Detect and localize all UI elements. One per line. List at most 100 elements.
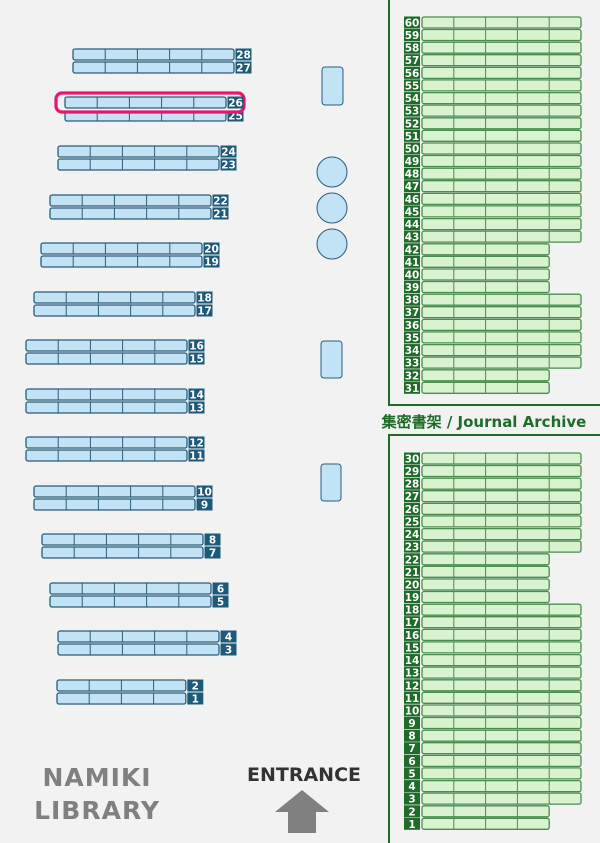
shelf-42[interactable]: 42 xyxy=(404,243,550,256)
shelf-19[interactable]: 19 xyxy=(40,255,220,269)
shelf-22[interactable]: 22 xyxy=(404,553,550,566)
shelf-number-badge xyxy=(404,293,420,306)
shelf-1[interactable]: 1 xyxy=(56,692,204,706)
shelf-number-badge xyxy=(404,780,420,793)
shelf-26[interactable]: 26 xyxy=(64,96,244,110)
shelf-15[interactable]: 15 xyxy=(25,352,205,366)
shelf-16[interactable]: 16 xyxy=(404,628,582,642)
shelf-4[interactable]: 4 xyxy=(404,779,582,793)
shelf-number: 42 xyxy=(405,244,420,256)
shelf-30[interactable]: 30 xyxy=(404,452,582,466)
shelf-9[interactable]: 9 xyxy=(404,716,582,730)
shelf-26[interactable]: 26 xyxy=(404,502,582,516)
shelf-44[interactable]: 44 xyxy=(404,217,582,231)
shelf-number-badge xyxy=(404,16,420,29)
shelf-56[interactable]: 56 xyxy=(404,66,582,80)
shelf-17[interactable]: 17 xyxy=(33,304,213,318)
shelf-24[interactable]: 24 xyxy=(57,145,237,159)
shelf-18[interactable]: 18 xyxy=(33,291,213,305)
shelf-45[interactable]: 45 xyxy=(404,205,582,218)
shelf-36[interactable]: 36 xyxy=(404,318,582,332)
shelf-53[interactable]: 53 xyxy=(404,104,582,118)
shelf-32[interactable]: 32 xyxy=(404,369,550,382)
shelf-50[interactable]: 50 xyxy=(404,142,582,156)
shelf-55[interactable]: 55 xyxy=(404,79,582,92)
shelf-37[interactable]: 37 xyxy=(404,306,582,319)
shelf-8[interactable]: 8 xyxy=(41,533,221,547)
shelf-number: 5 xyxy=(408,768,415,780)
shelf-10[interactable]: 10 xyxy=(33,485,213,499)
shelf-body xyxy=(421,117,582,130)
shelf-28[interactable]: 28 xyxy=(404,477,582,491)
shelf-15[interactable]: 15 xyxy=(404,641,582,654)
shelf-40[interactable]: 40 xyxy=(404,268,550,282)
shelf-51[interactable]: 51 xyxy=(404,129,582,143)
shelf-5[interactable]: 5 xyxy=(404,767,582,780)
shelf-29[interactable]: 29 xyxy=(404,464,582,478)
shelf-34[interactable]: 34 xyxy=(404,343,582,357)
shelf-9[interactable]: 9 xyxy=(33,498,213,512)
shelf-22[interactable]: 22 xyxy=(49,194,229,208)
shelf-12[interactable]: 12 xyxy=(25,436,205,450)
library-title-line2: LIBRARY xyxy=(34,796,160,825)
shelf-28[interactable]: 28 xyxy=(72,48,252,62)
shelf-6[interactable]: 6 xyxy=(404,754,582,768)
shelf-19[interactable]: 19 xyxy=(404,590,550,604)
shelf-49[interactable]: 49 xyxy=(404,154,582,168)
shelf-body xyxy=(57,630,220,643)
shelf-23[interactable]: 23 xyxy=(57,158,237,172)
shelf-13[interactable]: 13 xyxy=(404,666,582,680)
shelf-18[interactable]: 18 xyxy=(404,603,582,617)
shelf-6[interactable]: 6 xyxy=(49,582,229,596)
shelf-41[interactable]: 41 xyxy=(404,255,550,269)
shelf-11[interactable]: 11 xyxy=(404,691,582,705)
shelf-11[interactable]: 11 xyxy=(25,449,205,463)
shelf-39[interactable]: 39 xyxy=(404,280,550,294)
shelf-21[interactable]: 21 xyxy=(404,565,550,579)
shelf-13[interactable]: 13 xyxy=(25,401,205,415)
shelf-12[interactable]: 12 xyxy=(404,679,582,692)
shelf-1[interactable]: 1 xyxy=(404,817,550,831)
shelf-3[interactable]: 3 xyxy=(404,792,582,806)
shelf-57[interactable]: 57 xyxy=(404,54,582,67)
shelf-23[interactable]: 23 xyxy=(404,540,582,554)
shelf-38[interactable]: 38 xyxy=(404,293,582,307)
shelf-54[interactable]: 54 xyxy=(404,91,582,105)
shelf-48[interactable]: 48 xyxy=(404,167,582,181)
shelf-4[interactable]: 4 xyxy=(57,630,237,644)
shelf-33[interactable]: 33 xyxy=(404,356,582,370)
shelf-8[interactable]: 8 xyxy=(404,729,582,743)
shelf-52[interactable]: 52 xyxy=(404,117,582,130)
shelf-27[interactable]: 27 xyxy=(72,61,252,75)
shelf-14[interactable]: 14 xyxy=(404,653,582,667)
shelf-16[interactable]: 16 xyxy=(25,339,205,353)
shelf-7[interactable]: 7 xyxy=(404,742,582,755)
shelf-14[interactable]: 14 xyxy=(25,388,205,402)
shelf-20[interactable]: 20 xyxy=(404,578,550,592)
shelf-24[interactable]: 24 xyxy=(404,527,582,541)
shelf-43[interactable]: 43 xyxy=(404,230,582,244)
shelf-46[interactable]: 46 xyxy=(404,192,582,206)
shelf-5[interactable]: 5 xyxy=(49,595,229,609)
shelf-60[interactable]: 60 xyxy=(404,16,582,30)
shelf-3[interactable]: 3 xyxy=(57,643,237,657)
shelf-2[interactable]: 2 xyxy=(404,805,550,818)
shelf-number: 10 xyxy=(197,487,212,499)
shelf-10[interactable]: 10 xyxy=(404,704,582,718)
shelf-47[interactable]: 47 xyxy=(404,180,582,193)
shelf-31[interactable]: 31 xyxy=(404,381,550,395)
shelf-number: 45 xyxy=(405,206,420,218)
shelf-17[interactable]: 17 xyxy=(404,616,582,629)
shelf-7[interactable]: 7 xyxy=(41,546,221,560)
shelf-35[interactable]: 35 xyxy=(404,331,582,344)
shelf-number: 29 xyxy=(405,466,420,478)
shelf-27[interactable]: 27 xyxy=(404,490,582,503)
shelf-number: 16 xyxy=(405,630,420,642)
shelf-58[interactable]: 58 xyxy=(404,41,582,55)
shelf-59[interactable]: 59 xyxy=(404,28,582,42)
shelf-21[interactable]: 21 xyxy=(49,207,229,221)
shelf-2[interactable]: 2 xyxy=(56,679,204,693)
shelf-20[interactable]: 20 xyxy=(40,242,220,256)
shelf-25[interactable]: 25 xyxy=(404,515,582,528)
shelf-number: 39 xyxy=(405,282,420,294)
